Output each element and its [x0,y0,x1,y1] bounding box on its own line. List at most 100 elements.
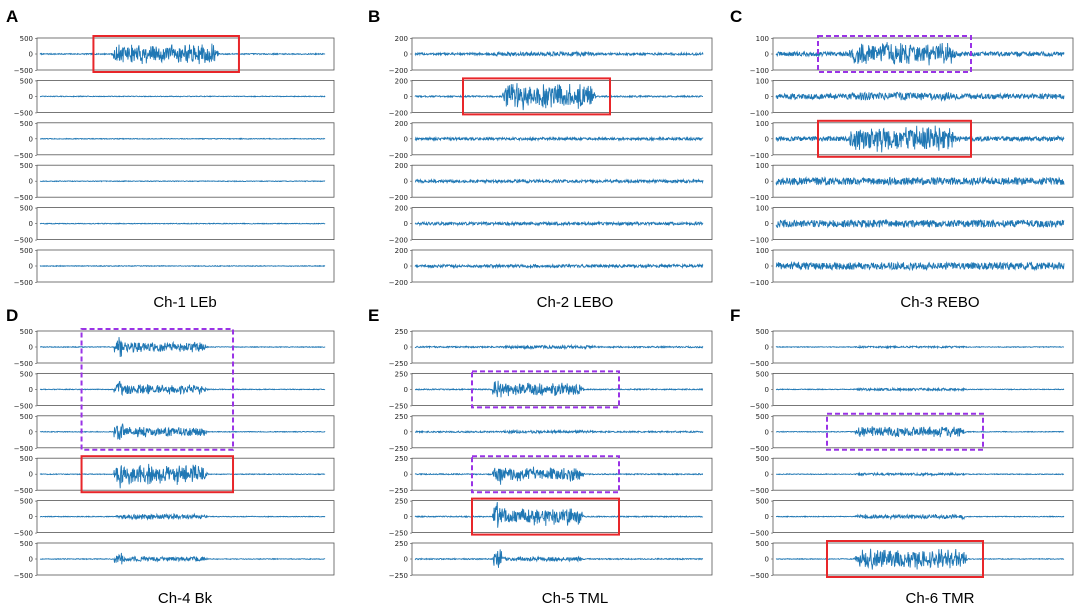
emg-trace [775,125,1065,153]
emg-trace [775,513,1065,521]
y-tick-label: 0 [765,263,769,271]
panel-a: A 500 0 −500 500 0 −500 500 0 −500 500 0 −500 500 0 −50… [6,7,335,311]
emg-trace [775,386,1065,393]
subplot-row-5: 500 0 −500 [14,205,335,245]
emg-trace [39,264,326,268]
y-tick-label: 500 [756,413,769,421]
y-tick-label: −200 [389,109,408,117]
subplot-row-6: 250 0 −250 [389,540,713,580]
panel-letter: B [368,7,380,26]
y-tick-label: 0 [404,93,408,101]
subplot-row-2: 200 0 −200 [389,77,713,117]
emg-trace [414,262,704,270]
panel-letter: A [6,7,18,26]
y-tick-label: −250 [389,360,408,368]
y-tick-label: 0 [404,220,408,228]
y-tick-label: −500 [750,445,769,453]
y-tick-label: 500 [756,455,769,463]
emg-trace [414,83,703,111]
subplot-row-5: 500 0 −500 [750,498,1074,538]
y-tick-label: 0 [404,135,408,143]
y-tick-label: 0 [765,513,769,521]
y-tick-label: 200 [395,162,408,170]
y-tick-label: 500 [20,162,33,170]
y-tick-label: 200 [395,120,408,128]
y-tick-label: 0 [29,428,33,436]
emg-trace [414,343,704,351]
y-tick-label: 500 [20,247,33,255]
subplot-row-3: 250 0 −250 [389,413,713,453]
y-tick-label: 500 [20,413,33,421]
panel-b: B 200 0 −200 200 0 −200 200 0 −200 200 0 −200 200 0 −20… [368,7,713,311]
y-tick-label: −200 [389,237,408,245]
y-tick-label: −100 [750,279,769,287]
emg-trace [775,42,1065,66]
y-tick-label: 0 [404,471,408,479]
y-tick-label: 500 [20,370,33,378]
y-tick-label: 0 [29,220,33,228]
y-tick-label: 200 [395,247,408,255]
subplot-row-3: 500 0 −500 [14,120,335,160]
y-tick-label: −200 [389,152,408,160]
y-tick-label: 0 [29,513,33,521]
y-tick-label: 200 [395,77,408,85]
subplot-row-1: 500 0 −500 [14,35,335,75]
co-activation-box [817,35,972,73]
channel-title: Ch-5 TML [542,590,608,607]
y-tick-label: 0 [765,556,769,564]
panel-letter: F [730,306,740,325]
emg-trace [414,50,704,58]
emg-trace [39,43,326,65]
y-tick-label: −200 [389,279,408,287]
y-tick-label: 250 [395,540,408,548]
y-tick-label: 250 [395,498,408,506]
y-tick-label: −100 [750,67,769,75]
y-tick-label: −500 [14,67,33,75]
y-tick-label: 500 [756,328,769,336]
subplot-row-2: 500 0 −500 [14,77,335,117]
y-tick-label: 0 [404,178,408,186]
y-tick-label: −100 [750,237,769,245]
emg-trace [775,91,1065,102]
emg-trace [414,549,704,568]
emg-trace [414,466,703,485]
y-tick-label: 100 [756,35,769,43]
emg-trace [775,218,1065,229]
target-activation-box [817,119,972,158]
y-tick-label: −100 [750,194,769,202]
emg-trace [39,95,326,98]
emg-trace [414,178,704,185]
emg-trace [414,502,704,528]
subplot-row-3: 500 0 −500 [750,413,1074,453]
y-tick-label: 0 [29,344,33,352]
subplot-row-6: 500 0 −500 [750,540,1074,580]
emg-trace [775,176,1065,187]
y-tick-label: 100 [756,162,769,170]
channel-title: Ch-4 Bk [158,590,213,607]
y-tick-label: −500 [14,109,33,117]
subplot-row-3: 200 0 −200 [389,120,713,160]
y-tick-label: 0 [29,135,33,143]
panel-letter: C [730,7,742,26]
y-tick-label: −500 [14,237,33,245]
y-tick-label: −500 [14,572,33,580]
emg-trace [775,344,1065,350]
subplot-row-6: 500 0 −500 [14,247,335,287]
subplot-row-6: 100 0 −100 [750,247,1074,287]
y-tick-label: 0 [765,178,769,186]
subplot-row-1: 250 0 −250 [389,328,713,368]
emg-trace [40,337,326,358]
y-tick-label: 0 [765,386,769,394]
y-tick-label: 250 [395,455,408,463]
y-tick-label: 0 [404,344,408,352]
y-tick-label: 500 [20,205,33,213]
subplot-row-4: 250 0 −250 [389,455,713,495]
subplot-row-6: 200 0 −200 [389,247,713,287]
y-tick-label: 500 [20,120,33,128]
y-tick-label: 0 [29,556,33,564]
y-tick-label: −250 [389,572,408,580]
subplot-row-4: 500 0 −500 [750,455,1074,495]
subplot-row-4: 200 0 −200 [389,162,713,202]
subplot-row-3: 100 0 −100 [750,120,1074,160]
target-activation-box [826,540,984,578]
